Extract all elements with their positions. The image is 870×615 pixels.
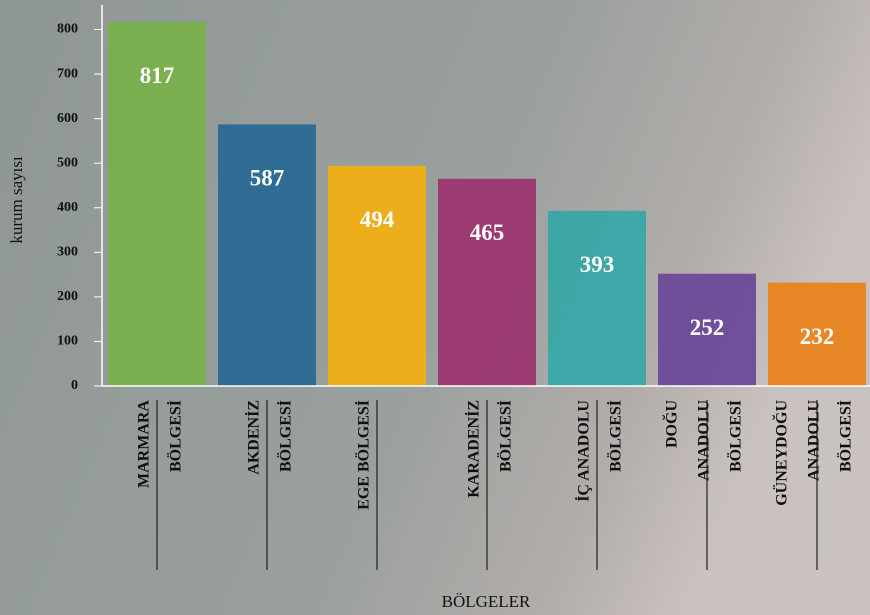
bar (328, 165, 426, 386)
bar (548, 210, 646, 386)
y-tick-label: 100 (57, 334, 78, 349)
bar (218, 124, 316, 386)
value-label: 393 (580, 252, 615, 277)
bar (658, 273, 756, 386)
value-label: 587 (250, 166, 285, 191)
x-tick-label: EGE BÖLGESİ (354, 400, 373, 510)
y-axis-label: kurum sayısı (7, 156, 26, 244)
y-tick-label: 0 (71, 378, 78, 393)
x-tick-label: AKDENİZ (244, 400, 263, 475)
x-axis-label: BÖLGELER (442, 592, 531, 611)
x-tick-label: BÖLGESİ (836, 400, 855, 472)
x-tick-label: DOĞU (662, 400, 681, 448)
x-tick-label: KARADENİZ (464, 400, 483, 498)
value-label: 494 (360, 207, 395, 232)
x-tick-label: BÖLGESİ (606, 400, 625, 472)
bar (768, 282, 866, 386)
y-tick-label: 500 (57, 155, 78, 170)
bar (108, 21, 206, 387)
y-tick-label: 700 (57, 66, 78, 81)
bar (438, 178, 536, 386)
x-tick-label: BÖLGESİ (496, 400, 515, 472)
x-tick-label: BÖLGESİ (726, 400, 745, 472)
x-tick-label: GÜNEYDOĞU (772, 400, 791, 506)
x-tick-label: İÇ ANADOLU (574, 400, 593, 502)
value-label: 252 (690, 315, 725, 340)
value-label: 465 (470, 220, 505, 245)
y-tick-label: 800 (57, 22, 78, 37)
y-tick-label: 600 (57, 111, 78, 126)
x-tick-label: BÖLGESİ (166, 400, 185, 472)
y-tick-label: 300 (57, 245, 78, 260)
y-tick-label: 400 (57, 200, 78, 215)
x-tick-label: ANADOLU (806, 400, 823, 481)
x-tick-label: MARMARA (136, 400, 153, 488)
value-label: 817 (140, 63, 175, 88)
x-tick-label: BÖLGESİ (276, 400, 295, 472)
x-tick-label: ANADOLU (696, 400, 713, 481)
y-tick-label: 200 (57, 289, 78, 304)
value-label: 232 (800, 324, 835, 349)
